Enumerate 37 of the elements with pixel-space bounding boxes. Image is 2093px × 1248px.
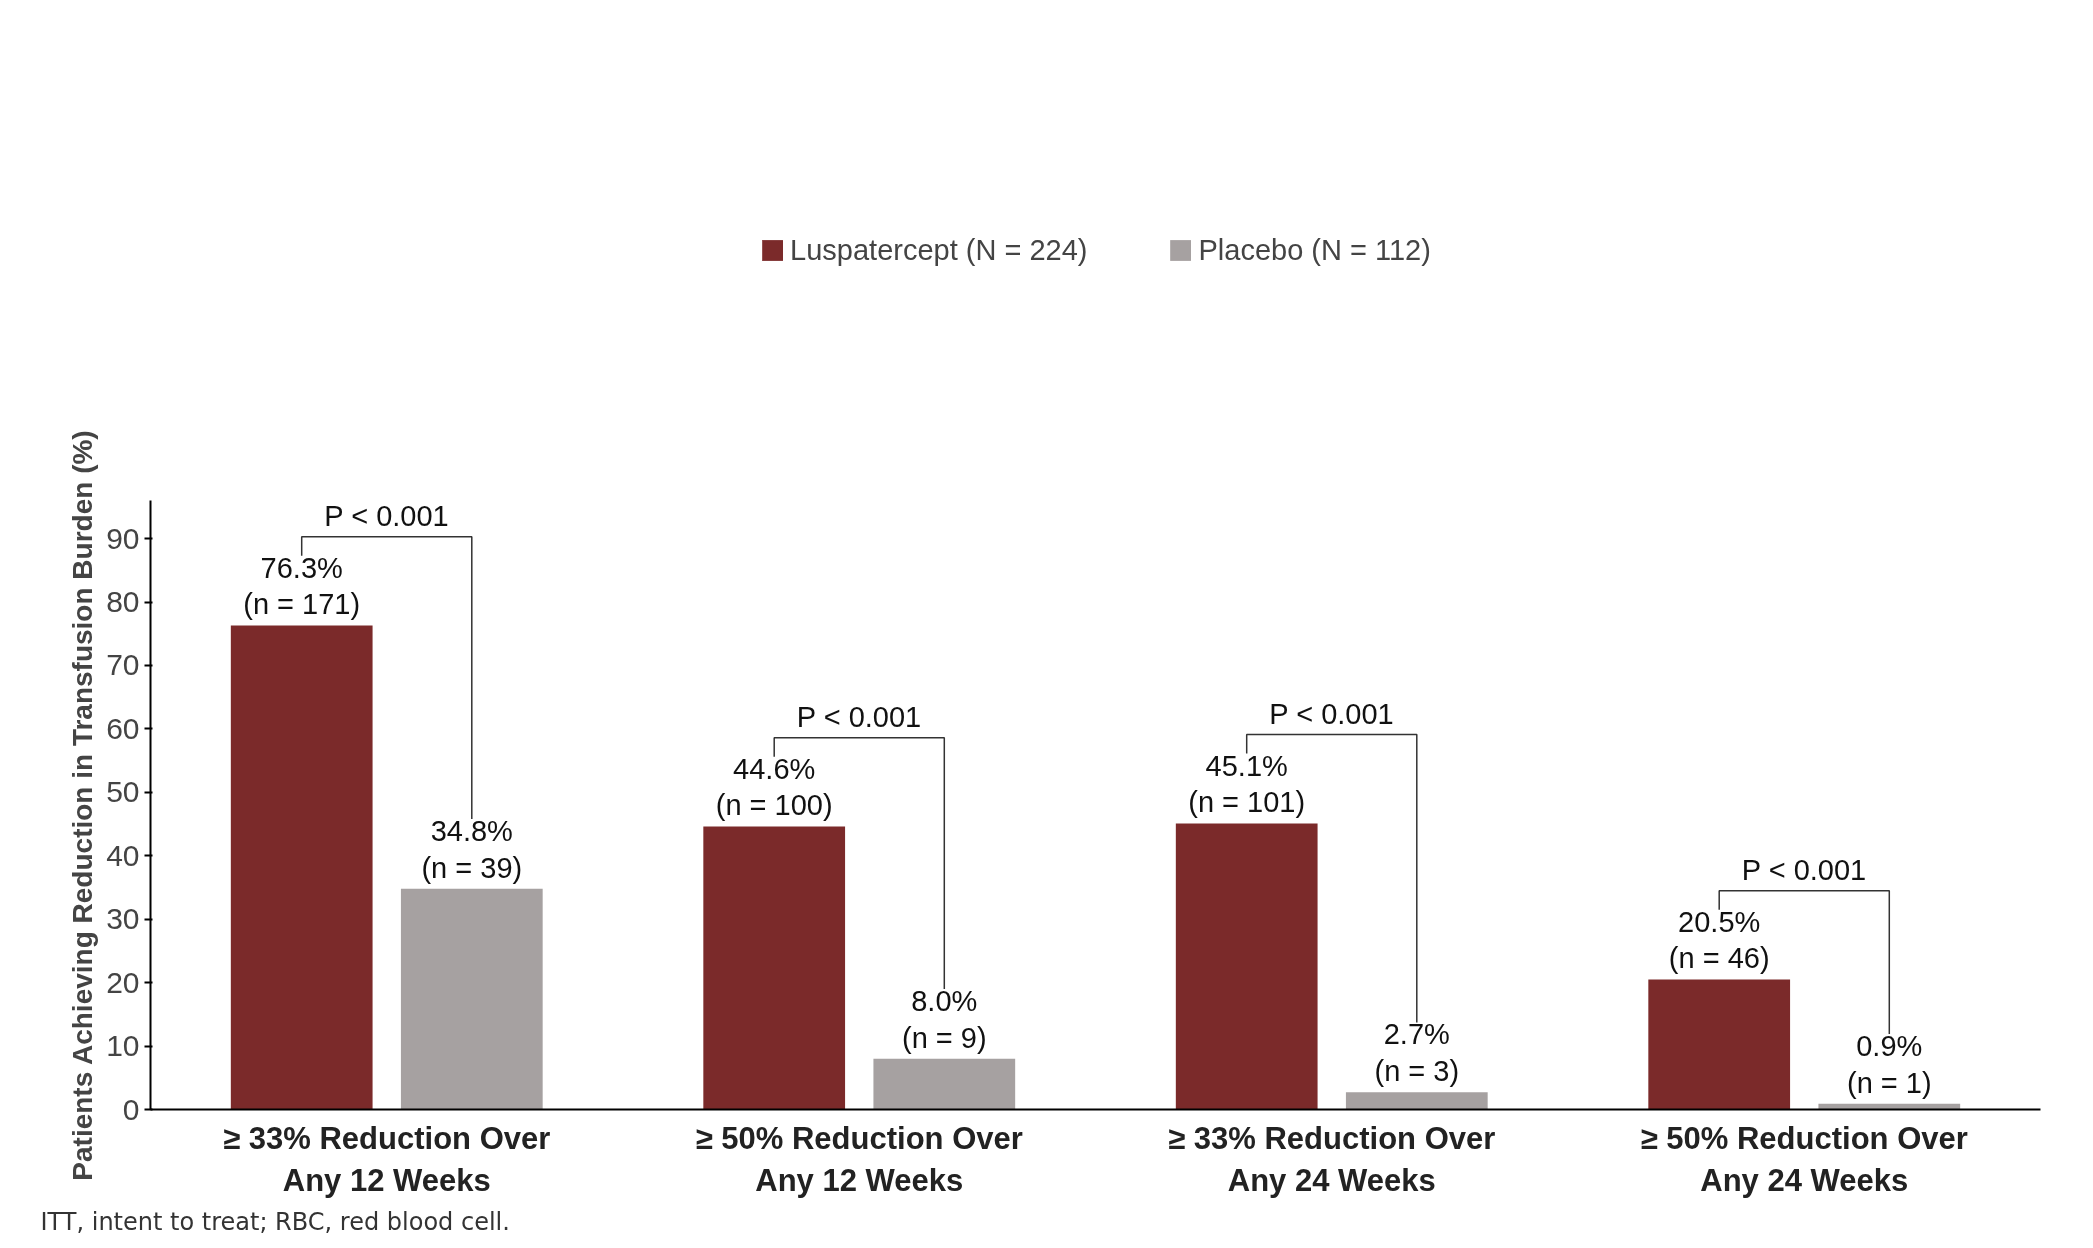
y-tick-label: 20 bbox=[106, 965, 140, 999]
bar bbox=[703, 826, 846, 1110]
y-axis-title: Patients Achieving Reduction in Transfusion Burden (%) bbox=[67, 430, 99, 1181]
legend-label: Luspatercept (N = 224) bbox=[790, 233, 1088, 267]
data-label: 34.8% (n = 39) bbox=[421, 814, 523, 884]
x-tick-label: ≥ 50% Reduction Over Any 12 Weeks bbox=[695, 1120, 1023, 1198]
y-tick-label: 70 bbox=[106, 648, 140, 682]
x-tick-label: ≥ 33% Reduction Over Any 12 Weeks bbox=[223, 1120, 551, 1198]
x-tick-label: ≥ 33% Reduction Over Any 24 Weeks bbox=[1168, 1120, 1496, 1198]
data-label: 8.0% (n = 9) bbox=[901, 984, 987, 1054]
y-tick-label: 30 bbox=[106, 902, 140, 936]
annotation: P < 0.001 bbox=[796, 700, 922, 733]
data-label: 76.3% (n = 171) bbox=[243, 551, 361, 621]
bar bbox=[1648, 979, 1791, 1110]
bar bbox=[400, 888, 543, 1110]
y-tick-label: 10 bbox=[106, 1029, 140, 1063]
legend-label: Placebo (N = 112) bbox=[1198, 233, 1431, 267]
annotation: P < 0.001 bbox=[1269, 697, 1394, 730]
text: ITT, intent to treat; RBC, red blood cell. bbox=[40, 1207, 510, 1236]
data-label: 0.9% (n = 1) bbox=[1846, 1029, 1932, 1099]
x-tick-label: ≥ 50% Reduction Over Any 24 Weeks bbox=[1640, 1120, 1968, 1198]
bar bbox=[1345, 1092, 1488, 1110]
y-tick-label: 60 bbox=[106, 711, 140, 745]
y-tick-label: 80 bbox=[106, 585, 140, 618]
annotation: P < 0.001 bbox=[1741, 853, 1867, 886]
bar bbox=[230, 625, 373, 1110]
data-label: 2.7% (n = 3) bbox=[1374, 1018, 1460, 1088]
bar bbox=[1175, 823, 1318, 1110]
bar bbox=[873, 1058, 1016, 1110]
y-tick-label: 40 bbox=[106, 838, 140, 872]
y-tick-label: 0 bbox=[122, 1092, 140, 1126]
y-tick-label: 90 bbox=[106, 521, 140, 555]
data-label: 44.6% (n = 100) bbox=[715, 752, 833, 822]
annotation: P < 0.001 bbox=[324, 499, 449, 532]
data-label: 45.1% (n = 101) bbox=[1188, 749, 1306, 819]
data-label: 20.5% (n = 46) bbox=[1668, 905, 1770, 975]
y-tick-label: 50 bbox=[106, 775, 140, 809]
